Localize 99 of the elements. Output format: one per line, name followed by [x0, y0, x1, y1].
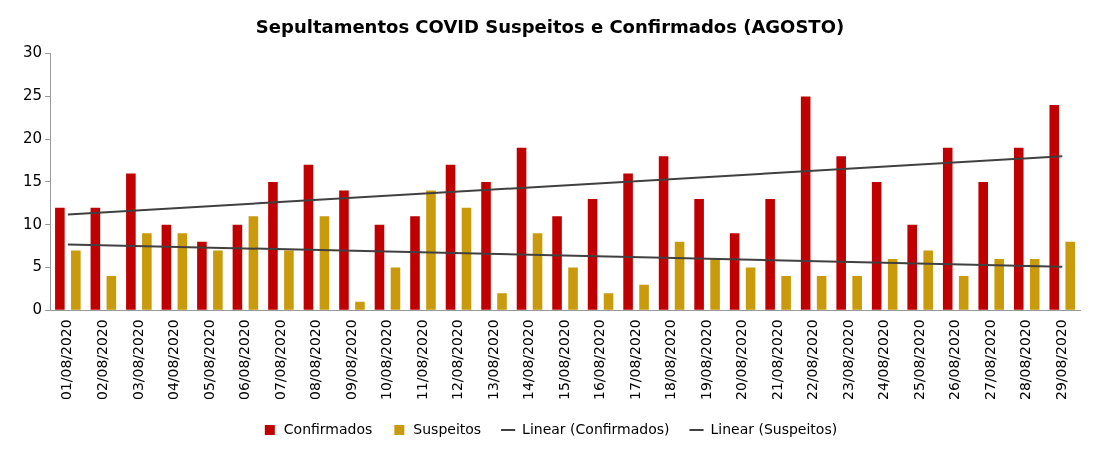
x-tick-label: 21/08/2020 — [768, 319, 785, 401]
y-tick-label: 15 — [22, 171, 43, 190]
bar — [994, 258, 1004, 310]
bar — [658, 156, 669, 310]
bar — [836, 156, 846, 310]
x-tick-label: 06/08/2020 — [236, 319, 253, 401]
bar — [71, 250, 81, 310]
y-tick-label: 30 — [22, 43, 43, 62]
chart-title: Sepultamentos COVID Suspeitos e Confirmados (AGOSTO) — [255, 16, 845, 38]
bar — [958, 276, 969, 310]
bar — [232, 224, 243, 310]
x-tick-label: 25/08/2020 — [910, 319, 927, 401]
bar — [639, 284, 649, 310]
bar — [445, 164, 456, 310]
bar — [765, 199, 775, 310]
x-tick-label: 20/08/2020 — [733, 319, 750, 401]
x-tick-label: 02/08/2020 — [94, 319, 110, 401]
bar — [268, 181, 278, 310]
legend-label: Confirmados — [283, 420, 373, 437]
x-tick-label: 17/08/2020 — [626, 319, 643, 401]
bar — [852, 276, 862, 310]
y-tick-label: 0 — [32, 300, 43, 319]
bar — [887, 258, 898, 310]
x-tick-label: 29/08/2020 — [1052, 319, 1069, 401]
bar — [142, 233, 152, 310]
x-tick-label: 09/08/2020 — [342, 319, 359, 401]
bar — [729, 233, 740, 310]
bar — [390, 267, 401, 310]
bar — [248, 216, 259, 310]
x-tick-label: 16/08/2020 — [591, 319, 608, 401]
bar — [516, 147, 527, 310]
x-tick-label: 12/08/2020 — [449, 319, 466, 401]
x-tick-label: 07/08/2020 — [271, 319, 288, 401]
y-tick-label: 25 — [22, 86, 43, 105]
bar — [907, 224, 917, 310]
bar — [1029, 258, 1040, 310]
bar — [781, 276, 791, 310]
bar — [552, 216, 562, 310]
x-tick-label: 14/08/2020 — [520, 319, 537, 401]
bar — [623, 173, 633, 310]
bar — [177, 233, 188, 310]
x-tick-label: 23/08/2020 — [839, 319, 856, 401]
x-tick-label: 13/08/2020 — [484, 319, 501, 401]
bar — [461, 207, 472, 310]
bar — [816, 276, 827, 310]
x-tick-label: 27/08/2020 — [981, 319, 998, 401]
bar — [568, 267, 578, 310]
y-tick-label: 20 — [22, 129, 43, 148]
x-tick-label: 18/08/2020 — [662, 319, 679, 401]
x-tick-label: 01/08/2020 — [58, 319, 75, 401]
x-tick-label: 03/08/2020 — [129, 319, 146, 401]
bar — [284, 250, 294, 310]
bar — [410, 216, 420, 310]
bar — [1049, 104, 1060, 310]
bar — [1013, 147, 1024, 310]
legend-label: Linear (Suspeitos) — [710, 420, 838, 437]
bar — [106, 276, 117, 310]
bar — [339, 190, 349, 310]
bar — [55, 207, 65, 310]
bar — [532, 233, 543, 310]
bar — [426, 190, 436, 310]
bar — [587, 199, 598, 310]
bar — [319, 216, 330, 310]
x-tick-label: 22/08/2020 — [804, 319, 821, 401]
bar — [710, 258, 720, 310]
bar — [694, 199, 704, 310]
bar — [374, 224, 385, 310]
x-tick-label: 08/08/2020 — [307, 319, 324, 401]
x-tick-label: 05/08/2020 — [200, 319, 217, 401]
x-tick-label: 04/08/2020 — [165, 319, 182, 401]
bar — [481, 181, 491, 310]
bar — [603, 293, 614, 310]
bar — [90, 207, 101, 310]
bar — [745, 267, 756, 310]
legend-label: Linear (Confirmados) — [522, 420, 670, 437]
bar — [1065, 241, 1076, 310]
bar — [800, 96, 811, 310]
x-tick-label: 10/08/2020 — [378, 319, 395, 401]
bar — [978, 181, 989, 310]
x-tick-label: 28/08/2020 — [1017, 319, 1034, 401]
bar — [497, 293, 507, 310]
bar — [161, 224, 172, 310]
x-tick-label: 19/08/2020 — [697, 319, 714, 401]
bar — [923, 250, 933, 310]
bar — [942, 147, 953, 310]
y-tick-label: 5 — [32, 257, 43, 276]
bar — [213, 250, 223, 310]
x-tick-label: 11/08/2020 — [413, 319, 430, 401]
x-tick-label: 26/08/2020 — [946, 319, 963, 401]
y-tick-label: 10 — [22, 214, 43, 233]
legend-label: Suspeitos — [413, 420, 482, 437]
bar — [303, 164, 314, 310]
bar — [197, 241, 207, 310]
bar — [126, 173, 136, 310]
x-tick-label: 24/08/2020 — [875, 319, 892, 401]
bar — [871, 181, 882, 310]
x-tick-label: 15/08/2020 — [555, 319, 572, 401]
bar — [355, 301, 365, 310]
bar — [674, 241, 685, 310]
